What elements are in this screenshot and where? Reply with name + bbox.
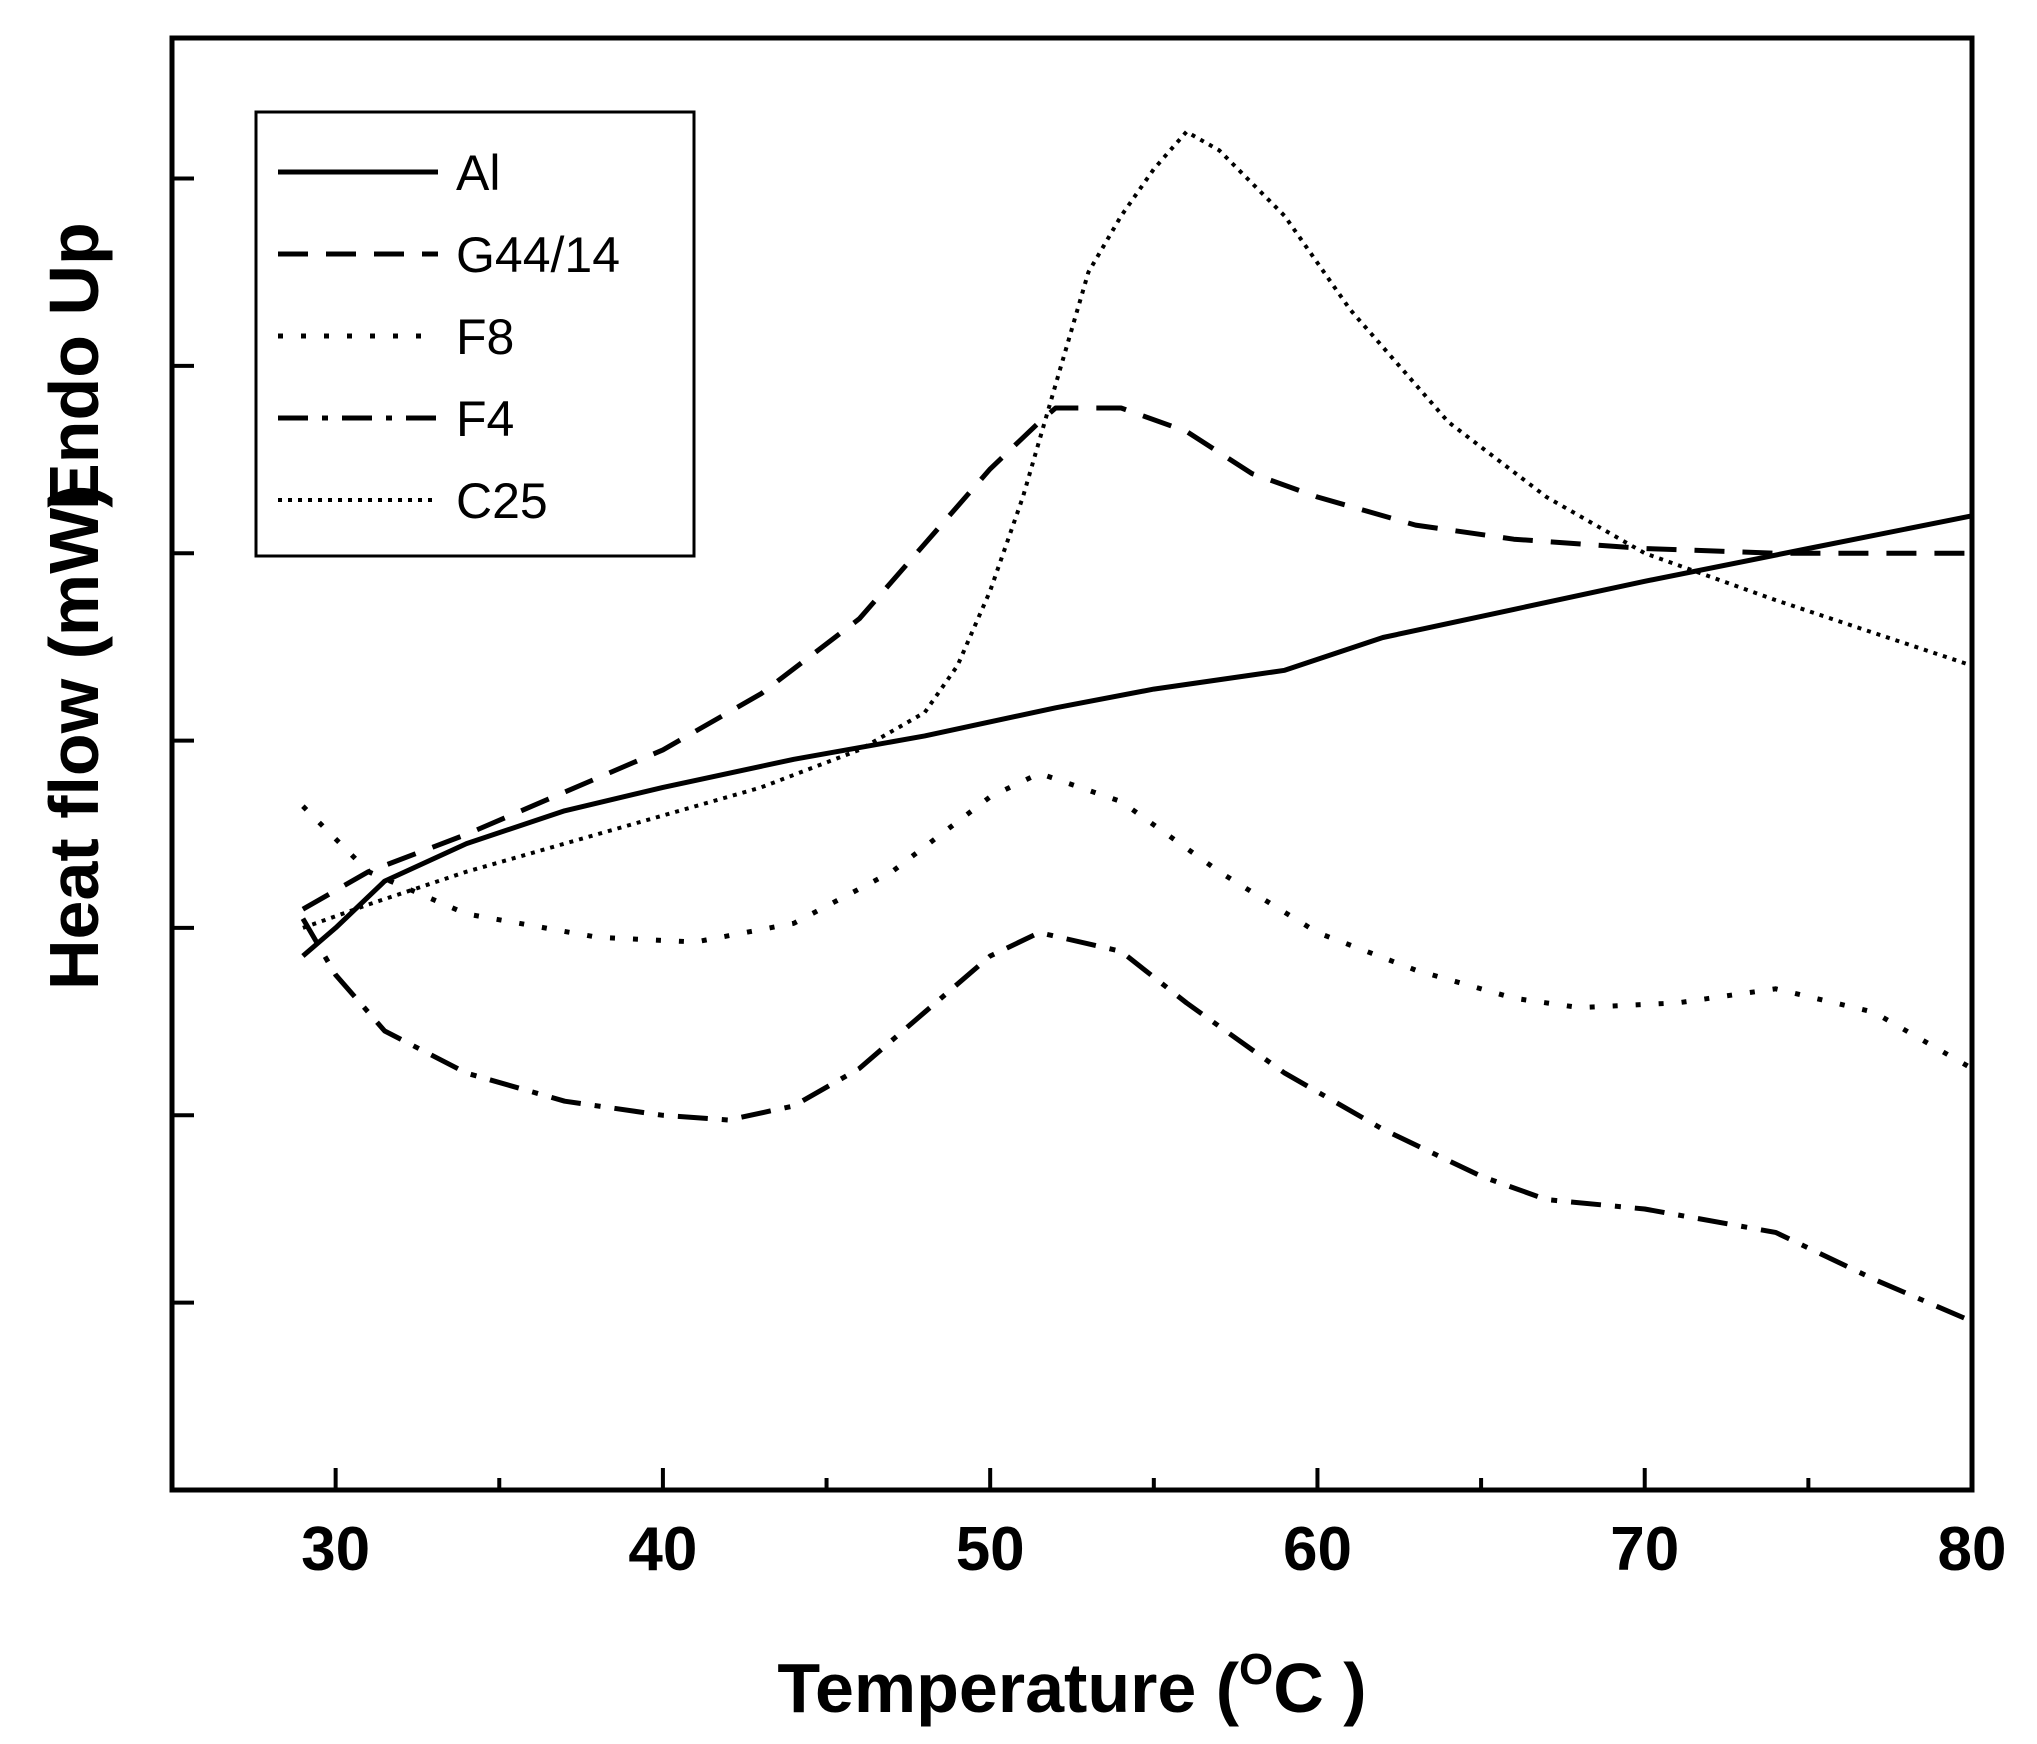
plot-lines [300, 129, 1974, 1324]
x-tick-label: 80 [1938, 1515, 2007, 1584]
legend-label: F4 [456, 391, 514, 447]
series-line-g44-14 [301, 405, 1972, 912]
legend-label: C25 [456, 473, 548, 529]
x-tick-label: 30 [301, 1515, 370, 1584]
y-axis-title: Heat flow (mW) [35, 484, 113, 990]
legend-label: Al [456, 145, 500, 201]
legend: Al G44/14 F8 F4 C25 [254, 110, 696, 558]
x-tick-label: 60 [1283, 1515, 1352, 1584]
axis-ticks [172, 176, 1974, 1490]
legend-label: G44/14 [456, 227, 620, 283]
x-tick-label: 40 [628, 1515, 697, 1584]
series-line-f4 [300, 917, 1973, 1324]
y-axis-title-endo-up: Endo Up [35, 222, 113, 510]
plot-frame [169, 35, 1975, 1493]
x-tick-label: 70 [1610, 1515, 1679, 1584]
x-axis-title: Temperature (OC ) [777, 1645, 1366, 1727]
series-line-c25 [302, 129, 1973, 930]
legend-label: F8 [456, 309, 514, 365]
series-line-f8 [301, 770, 1974, 1071]
x-tick-label: 50 [956, 1515, 1025, 1584]
x-tick-labels: 30 40 50 60 70 80 [301, 1515, 2006, 1584]
series-line-al [301, 513, 1973, 958]
